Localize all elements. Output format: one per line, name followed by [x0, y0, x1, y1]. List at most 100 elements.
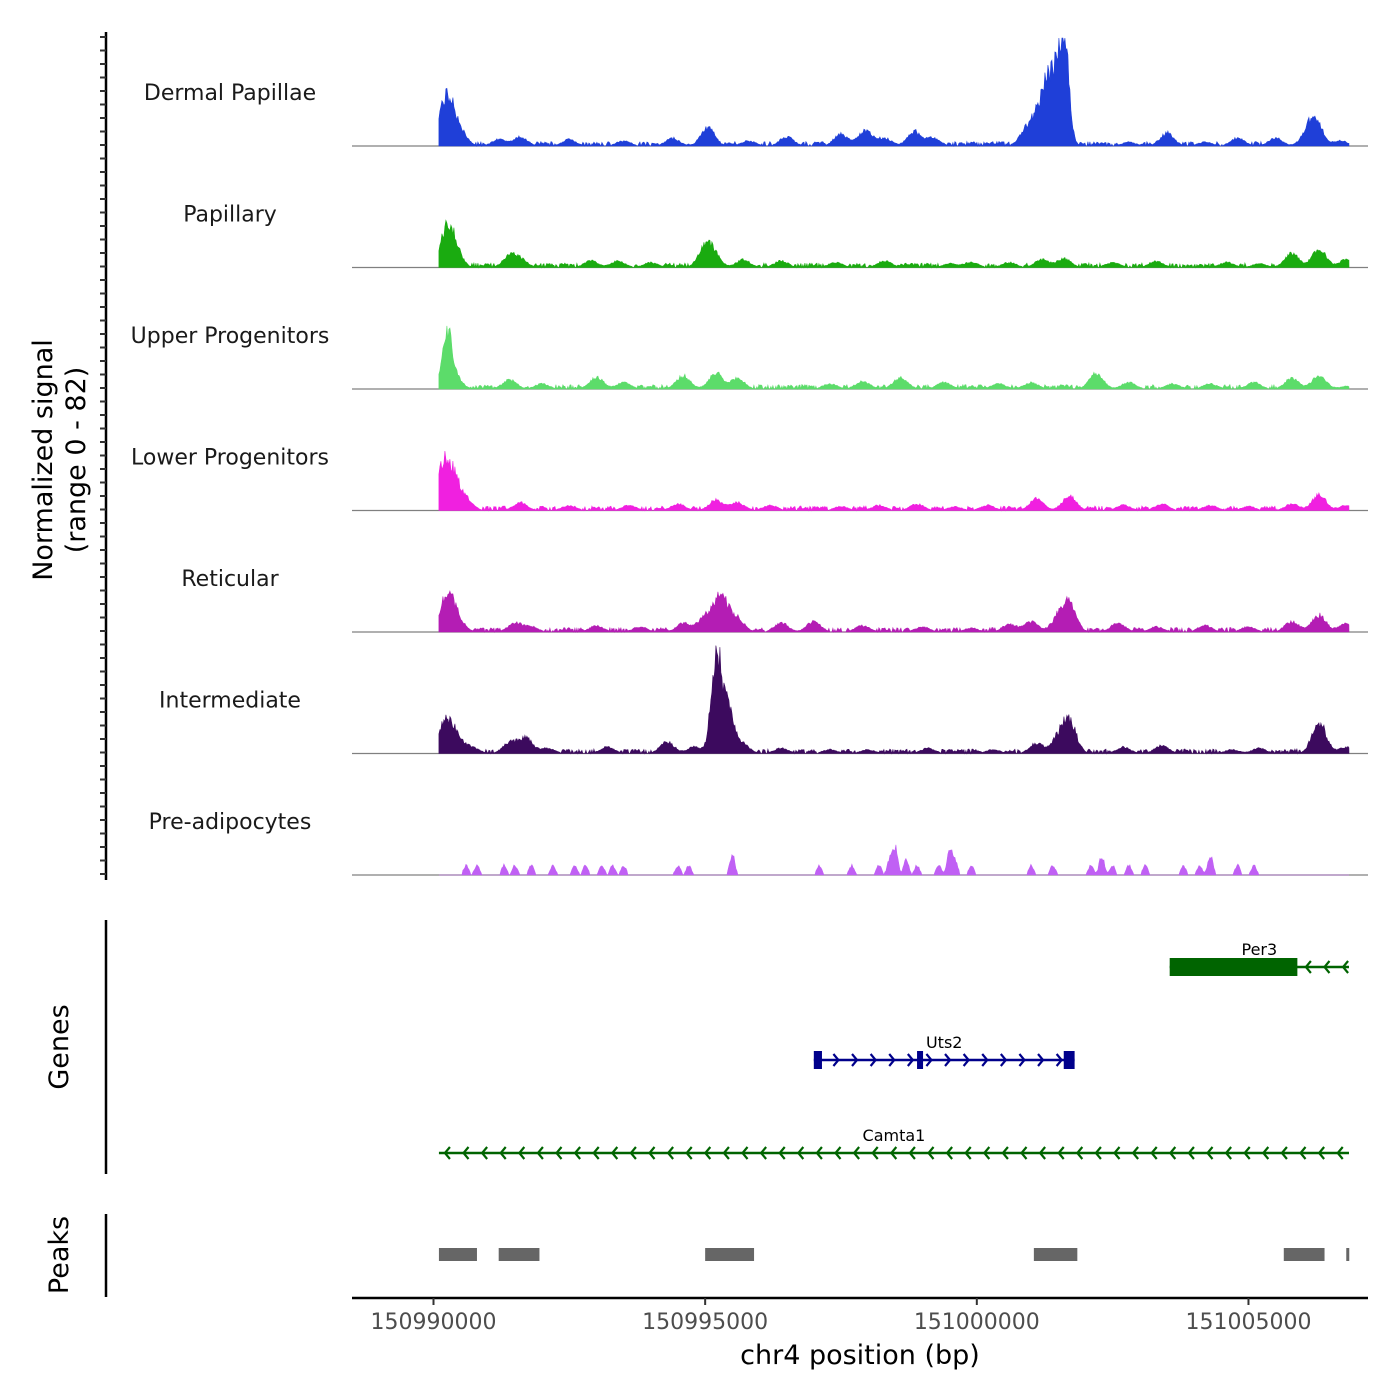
gene-exon	[917, 1051, 924, 1069]
signal-area	[438, 844, 1349, 876]
gene-per3: Per3	[1169, 940, 1349, 976]
strand-arrow	[666, 1146, 674, 1160]
strand-arrow	[592, 1146, 600, 1160]
x-tick-label: 151000000	[914, 1310, 1040, 1335]
strand-arrow	[908, 1146, 916, 1160]
strand-arrow	[573, 1146, 581, 1160]
track-label: Upper Progenitors	[131, 324, 330, 349]
strand-arrow	[1057, 1146, 1065, 1160]
gene-exon	[1169, 958, 1298, 976]
strand-arrow	[906, 1053, 915, 1067]
signal-area	[438, 219, 1350, 269]
strand-arrow	[981, 1053, 989, 1067]
genes-panel-label: Genes	[44, 1004, 75, 1089]
strand-arrow	[1018, 1053, 1026, 1067]
coverage-y-axis-title: Normalized signal(range 0 - 82)	[28, 339, 92, 581]
peak-region	[1346, 1248, 1350, 1261]
gene-camta1: Camta1	[438, 1126, 1349, 1160]
strand-arrow	[927, 1146, 935, 1160]
strand-arrow	[796, 1146, 805, 1160]
signal-area	[438, 590, 1350, 634]
gene-exon	[1063, 1051, 1075, 1069]
genes-panel: Genes Per3 Uts2 Camta1	[44, 920, 1349, 1174]
strand-arrow	[1001, 1146, 1009, 1160]
signal-area	[438, 37, 1350, 148]
strand-arrow	[832, 1053, 840, 1067]
track-intermediate: Intermediate	[159, 645, 1368, 755]
track-papillary: Papillary	[183, 203, 1368, 269]
signal-area	[438, 645, 1350, 755]
strand-arrow	[685, 1146, 693, 1160]
strand-arrow	[871, 1146, 879, 1160]
x-axis-title: chr4 position (bp)	[740, 1340, 980, 1371]
x-axis: 150990000 150995000 151000000 151005000 chr4…	[352, 1296, 1368, 1371]
peaks-panel: Peaks	[44, 1214, 1350, 1297]
peak-region	[1033, 1248, 1078, 1261]
strand-arrow	[869, 1053, 878, 1067]
strand-arrow	[648, 1146, 656, 1160]
peak-region	[438, 1248, 477, 1261]
coverage-tracks: Dermal Papillae Papillary Upper Progenitor…	[131, 37, 1368, 876]
strand-arrow	[1150, 1146, 1158, 1160]
strand-arrow	[964, 1146, 972, 1160]
gene-label: Per3	[1241, 940, 1277, 959]
y-axis-title: Normalized signal(range 0 - 82)	[28, 339, 92, 581]
strand-arrow	[480, 1146, 488, 1160]
strand-arrow	[815, 1146, 823, 1160]
strand-arrow	[1094, 1146, 1102, 1160]
strand-arrow	[1323, 960, 1331, 974]
track-label: Reticular	[181, 567, 279, 592]
strand-arrow	[759, 1146, 767, 1160]
track-label: Pre-adipocytes	[149, 810, 312, 835]
strand-arrow	[555, 1146, 563, 1160]
y-axis-title-line: Normalized signal	[28, 339, 59, 581]
strand-arrow	[1336, 1146, 1344, 1160]
gene-uts2: Uts2	[813, 1033, 1075, 1069]
strand-arrow	[1243, 1146, 1251, 1160]
track-label: Lower Progenitors	[131, 446, 329, 471]
x-tick-label: 150990000	[371, 1310, 497, 1335]
strand-arrow	[703, 1146, 712, 1160]
strand-arrow	[610, 1146, 619, 1160]
track-upper-progenitors: Upper Progenitors	[131, 324, 1368, 391]
strand-arrow	[1075, 1146, 1084, 1160]
peak-region	[705, 1248, 755, 1261]
strand-arrow	[517, 1146, 526, 1160]
peak-region	[1283, 1248, 1325, 1261]
strand-arrow	[443, 1146, 451, 1160]
strand-arrow	[629, 1146, 637, 1160]
coverage-y-axis	[100, 32, 108, 880]
strand-arrow	[889, 1146, 898, 1160]
track-reticular: Reticular	[181, 567, 1368, 634]
strand-arrow	[1037, 1053, 1045, 1067]
strand-arrow	[499, 1146, 507, 1160]
strand-arrow	[1168, 1146, 1177, 1160]
strand-arrow	[1299, 1146, 1307, 1160]
track-dermal-papillae: Dermal Papillae	[144, 37, 1368, 148]
peaks-panel-label: Peaks	[44, 1216, 75, 1294]
gene-label: Camta1	[863, 1126, 926, 1145]
strand-arrow	[1304, 960, 1312, 974]
strand-arrow	[945, 1146, 953, 1160]
strand-arrow	[999, 1053, 1008, 1067]
gene-exon	[813, 1051, 822, 1069]
strand-arrow	[1341, 960, 1349, 974]
strand-arrow	[944, 1053, 952, 1067]
strand-arrow	[1113, 1146, 1121, 1160]
gene-label: Uts2	[926, 1033, 963, 1052]
peak-region	[498, 1248, 540, 1261]
strand-arrow	[1206, 1146, 1214, 1160]
y-axis-title-line: (range 0 - 82)	[61, 367, 92, 554]
strand-arrow	[462, 1146, 470, 1160]
track-label: Dermal Papillae	[144, 81, 316, 106]
strand-arrow	[1224, 1146, 1232, 1160]
strand-arrow	[1187, 1146, 1195, 1160]
strand-arrow	[778, 1146, 786, 1160]
strand-arrow	[1280, 1146, 1288, 1160]
strand-arrow	[925, 1053, 933, 1067]
strand-arrow	[834, 1146, 842, 1160]
strand-arrow	[1131, 1146, 1139, 1160]
track-label: Intermediate	[159, 689, 301, 714]
strand-arrow	[741, 1146, 749, 1160]
